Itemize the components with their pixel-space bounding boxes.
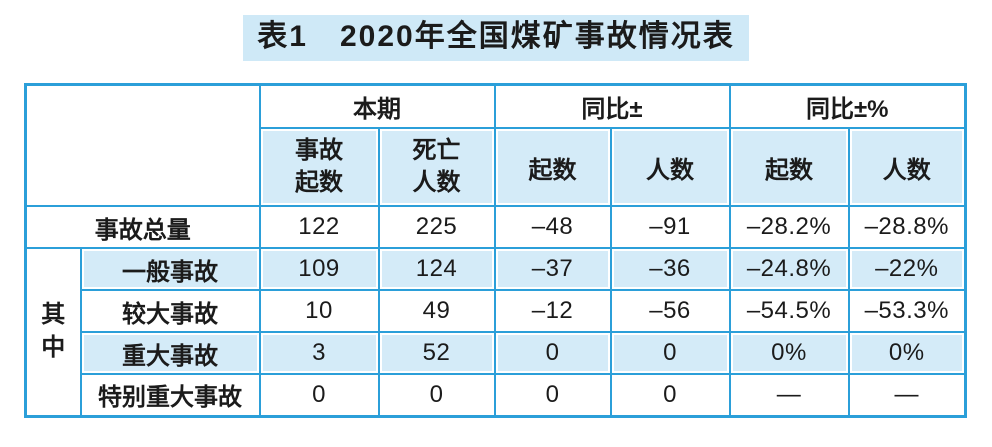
data-cell: –37 bbox=[493, 247, 612, 291]
row-label-total: 事故总量 bbox=[24, 205, 261, 249]
data-cell: 3 bbox=[258, 331, 380, 375]
group-header-current-period: 本期 bbox=[258, 83, 496, 129]
group-label-among-which: 其 中 bbox=[24, 247, 82, 417]
row-label-extreme: 特别重大事故 bbox=[79, 373, 261, 417]
data-cell: 225 bbox=[377, 205, 496, 249]
data-cell: 0% bbox=[847, 331, 967, 375]
data-cell: 0% bbox=[728, 331, 850, 375]
data-cell: 10 bbox=[258, 289, 380, 333]
subheader-pct-count: 起数 bbox=[728, 127, 850, 207]
page-title: 表1 2020年全国煤矿事故情况表 bbox=[243, 15, 749, 61]
data-cell: 122 bbox=[258, 205, 380, 249]
data-cell: — bbox=[847, 373, 967, 417]
data-cell: –91 bbox=[609, 205, 731, 249]
subheader-diff-count: 起数 bbox=[493, 127, 612, 207]
data-cell: 49 bbox=[377, 289, 496, 333]
data-cell: 124 bbox=[377, 247, 496, 291]
table-row-extreme: 特别重大事故 0 0 0 0 — — bbox=[26, 373, 967, 417]
table-row-major: 重大事故 3 52 0 0 0% 0% bbox=[26, 331, 967, 375]
data-cell: –56 bbox=[609, 289, 731, 333]
data-cell: –28.2% bbox=[728, 205, 850, 249]
subheader-death-count: 死亡 人数 bbox=[377, 127, 496, 207]
table-row-total: 事故总量 122 225 –48 –91 –28.2% –28.8% bbox=[24, 205, 967, 249]
data-cell: –28.8% bbox=[847, 205, 967, 249]
corner-cell bbox=[24, 83, 261, 207]
data-cell: 0 bbox=[609, 373, 731, 417]
title-row: 表1 2020年全国煤矿事故情况表 bbox=[0, 0, 992, 61]
sub-header-row: 事故 起数 死亡 人数 起数 人数 起数 人数 bbox=[26, 127, 967, 207]
table-row-larger: 较大事故 10 49 –12 –56 –54.5% –53.3% bbox=[26, 289, 967, 333]
group-header-yoy-diff: 同比± bbox=[493, 83, 731, 129]
subheader-pct-people: 人数 bbox=[847, 127, 967, 207]
data-cell: 52 bbox=[377, 331, 496, 375]
data-cell: 0 bbox=[377, 373, 496, 417]
data-cell: –48 bbox=[493, 205, 612, 249]
data-cell: –54.5% bbox=[728, 289, 850, 333]
data-cell: 0 bbox=[609, 331, 731, 375]
accident-table: 本期 同比± 同比±% 事故 起数 死亡 人数 起数 人数 起数 人数 事故总量… bbox=[24, 82, 968, 418]
row-label-major: 重大事故 bbox=[79, 331, 261, 375]
row-label-larger: 较大事故 bbox=[79, 289, 261, 333]
data-cell: 109 bbox=[258, 247, 380, 291]
data-cell: –24.8% bbox=[728, 247, 850, 291]
data-cell: 0 bbox=[258, 373, 380, 417]
data-cell: –53.3% bbox=[847, 289, 967, 333]
row-label-general: 一般事故 bbox=[79, 247, 261, 291]
group-header-row: 本期 同比± 同比±% bbox=[24, 83, 967, 207]
data-cell: –12 bbox=[493, 289, 612, 333]
table-row-general: 其 中 一般事故 109 124 –37 –36 –24.8% –22% bbox=[24, 247, 967, 417]
data-cell: — bbox=[728, 373, 850, 417]
subheader-accident-count: 事故 起数 bbox=[258, 127, 380, 207]
group-header-yoy-pct: 同比±% bbox=[728, 83, 967, 129]
subheader-diff-people: 人数 bbox=[609, 127, 731, 207]
data-cell: 0 bbox=[493, 373, 612, 417]
data-cell: –36 bbox=[609, 247, 731, 291]
data-cell: 0 bbox=[493, 331, 612, 375]
data-cell: –22% bbox=[847, 247, 967, 291]
